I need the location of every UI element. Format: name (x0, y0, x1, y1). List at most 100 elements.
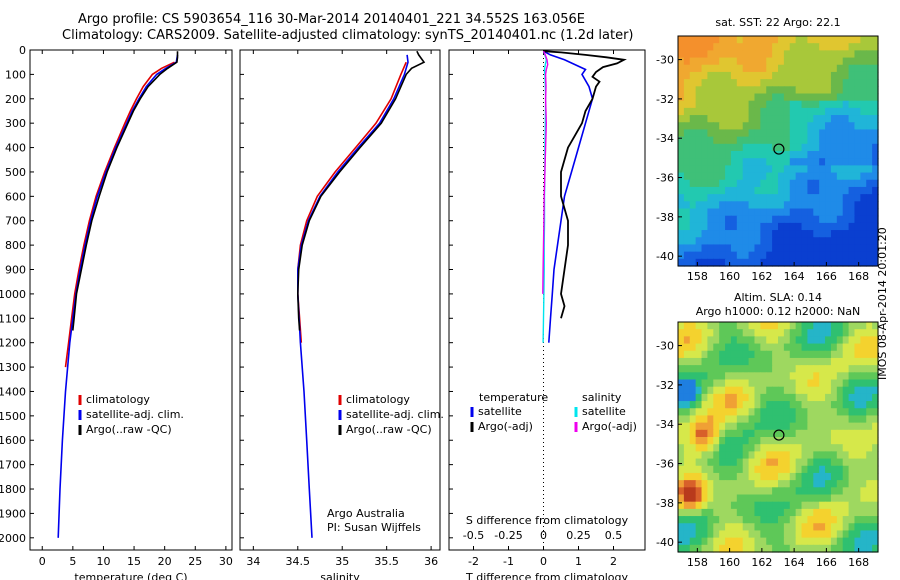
map-cell (795, 480, 803, 488)
map-cell (848, 215, 856, 224)
map-cell (825, 329, 832, 337)
map-cell (683, 350, 691, 359)
map-cell (748, 93, 756, 102)
legend-label: satellite (478, 405, 522, 418)
map-cell (783, 107, 791, 116)
map-cell (872, 343, 879, 352)
map-cell (736, 172, 744, 181)
map-cell (754, 472, 761, 481)
map-cell (719, 458, 726, 467)
map-cell (760, 86, 767, 95)
map-cell (683, 64, 691, 73)
map-cell (801, 158, 809, 166)
map-cell (842, 516, 850, 524)
map-cell (836, 172, 844, 181)
map-cell (701, 401, 709, 409)
map-cell (830, 179, 838, 188)
map-cell (701, 537, 709, 546)
map-cell (742, 136, 750, 145)
map-cell (736, 501, 744, 510)
map-cell (701, 222, 709, 231)
map-cell (795, 86, 803, 95)
map-cell (730, 408, 738, 417)
map-cell (713, 343, 720, 352)
map-cell (754, 115, 761, 123)
map-cell (701, 487, 709, 496)
map-cell (783, 194, 791, 202)
legend-label: Argo(..raw -QC) (346, 423, 432, 436)
map-cell (736, 422, 744, 431)
map-cell (766, 86, 773, 95)
map-cell (689, 86, 697, 95)
map-cell (748, 372, 756, 381)
x-tick-label: 5 (69, 555, 76, 568)
map-cell (854, 501, 861, 510)
map-cell (707, 458, 714, 467)
map-cell (801, 322, 809, 330)
map-cell (778, 372, 785, 381)
map-cell (689, 437, 697, 445)
map-cell (689, 158, 697, 166)
map-cell (813, 508, 820, 517)
map-cell (748, 393, 756, 402)
map-cell (825, 516, 832, 524)
map-cell (854, 179, 861, 188)
map-cell (713, 251, 720, 260)
map-cell (683, 437, 691, 445)
map-cell (830, 401, 838, 409)
map-y-tick-label: -38 (656, 497, 674, 510)
map-cell (701, 79, 709, 87)
map-cell (854, 393, 861, 402)
map-cell (695, 194, 703, 202)
map-cell (689, 393, 697, 402)
series-line-climatology (64, 61, 175, 368)
map-cell (754, 458, 761, 467)
map-cell (854, 151, 861, 159)
y-tick-label: 1700 (0, 459, 26, 472)
map-cell (730, 472, 738, 481)
map-cell (813, 158, 820, 166)
map-cell (736, 451, 744, 460)
map-cell (848, 36, 856, 44)
map-cell (683, 408, 691, 417)
map-cell (713, 487, 720, 496)
map-cell (801, 93, 809, 102)
map-cell (695, 151, 703, 159)
map-cell (830, 508, 838, 517)
map-cell (730, 143, 738, 152)
map-cell (807, 472, 814, 481)
map-cell (842, 544, 850, 553)
map-cell (854, 336, 861, 345)
map-cell (725, 415, 732, 424)
map-cell (713, 357, 720, 366)
map-cell (778, 494, 785, 503)
map-cell (760, 365, 767, 373)
map-cell (678, 336, 685, 345)
map-cell (736, 350, 744, 359)
map-cell (830, 251, 838, 260)
map-cell (695, 86, 703, 95)
map-cell (766, 365, 773, 373)
map-cell (719, 136, 726, 145)
map-cell (872, 165, 879, 174)
map-cell (772, 357, 779, 366)
map-cell (748, 258, 756, 267)
map-cell (695, 215, 703, 224)
map-cell (854, 237, 861, 246)
map-cell (807, 186, 814, 195)
map-cell (719, 194, 726, 202)
map-cell (795, 230, 803, 238)
map-cell (678, 172, 685, 181)
map-cell (766, 386, 773, 395)
map-cell (836, 357, 844, 366)
map-cell (783, 465, 791, 474)
map-cell (789, 244, 797, 253)
map-cell (795, 57, 803, 66)
series-line-salinity-satellite (542, 50, 548, 343)
map-cell (701, 158, 709, 166)
map-cell (719, 372, 726, 381)
map-cell (801, 251, 809, 260)
map-cell (760, 100, 767, 109)
map-cell (860, 79, 867, 87)
map-cell (825, 422, 832, 431)
